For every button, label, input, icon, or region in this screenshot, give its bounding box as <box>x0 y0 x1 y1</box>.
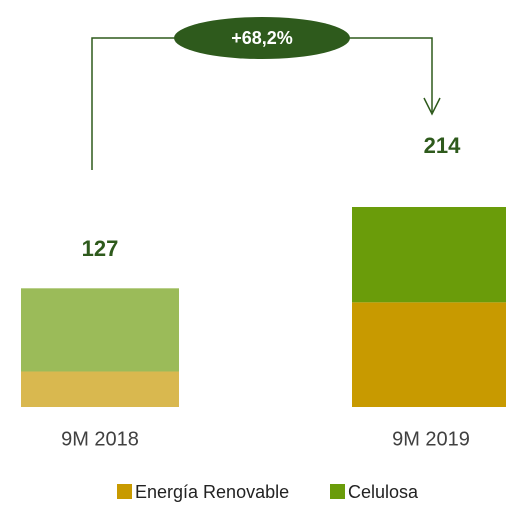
legend-swatch <box>330 484 345 499</box>
annotation-text: +68,2% <box>231 28 293 48</box>
annotation-line <box>345 37 433 112</box>
legend-label: Celulosa <box>348 482 419 502</box>
x-tick-label: 9M 2019 <box>392 428 470 450</box>
annotation-bubble <box>174 17 350 59</box>
bar-segment <box>352 302 506 407</box>
bar-segment <box>21 371 179 407</box>
x-tick-label: 9M 2018 <box>61 428 139 450</box>
bar-segment <box>352 207 506 303</box>
total-label: 214 <box>424 133 461 158</box>
legend-label: Energía Renovable <box>135 482 289 502</box>
legend-swatch <box>117 484 132 499</box>
arrow-head <box>423 97 441 116</box>
annotation-line <box>91 37 180 170</box>
total-label: 127 <box>82 236 119 261</box>
bar-segment <box>21 288 179 372</box>
